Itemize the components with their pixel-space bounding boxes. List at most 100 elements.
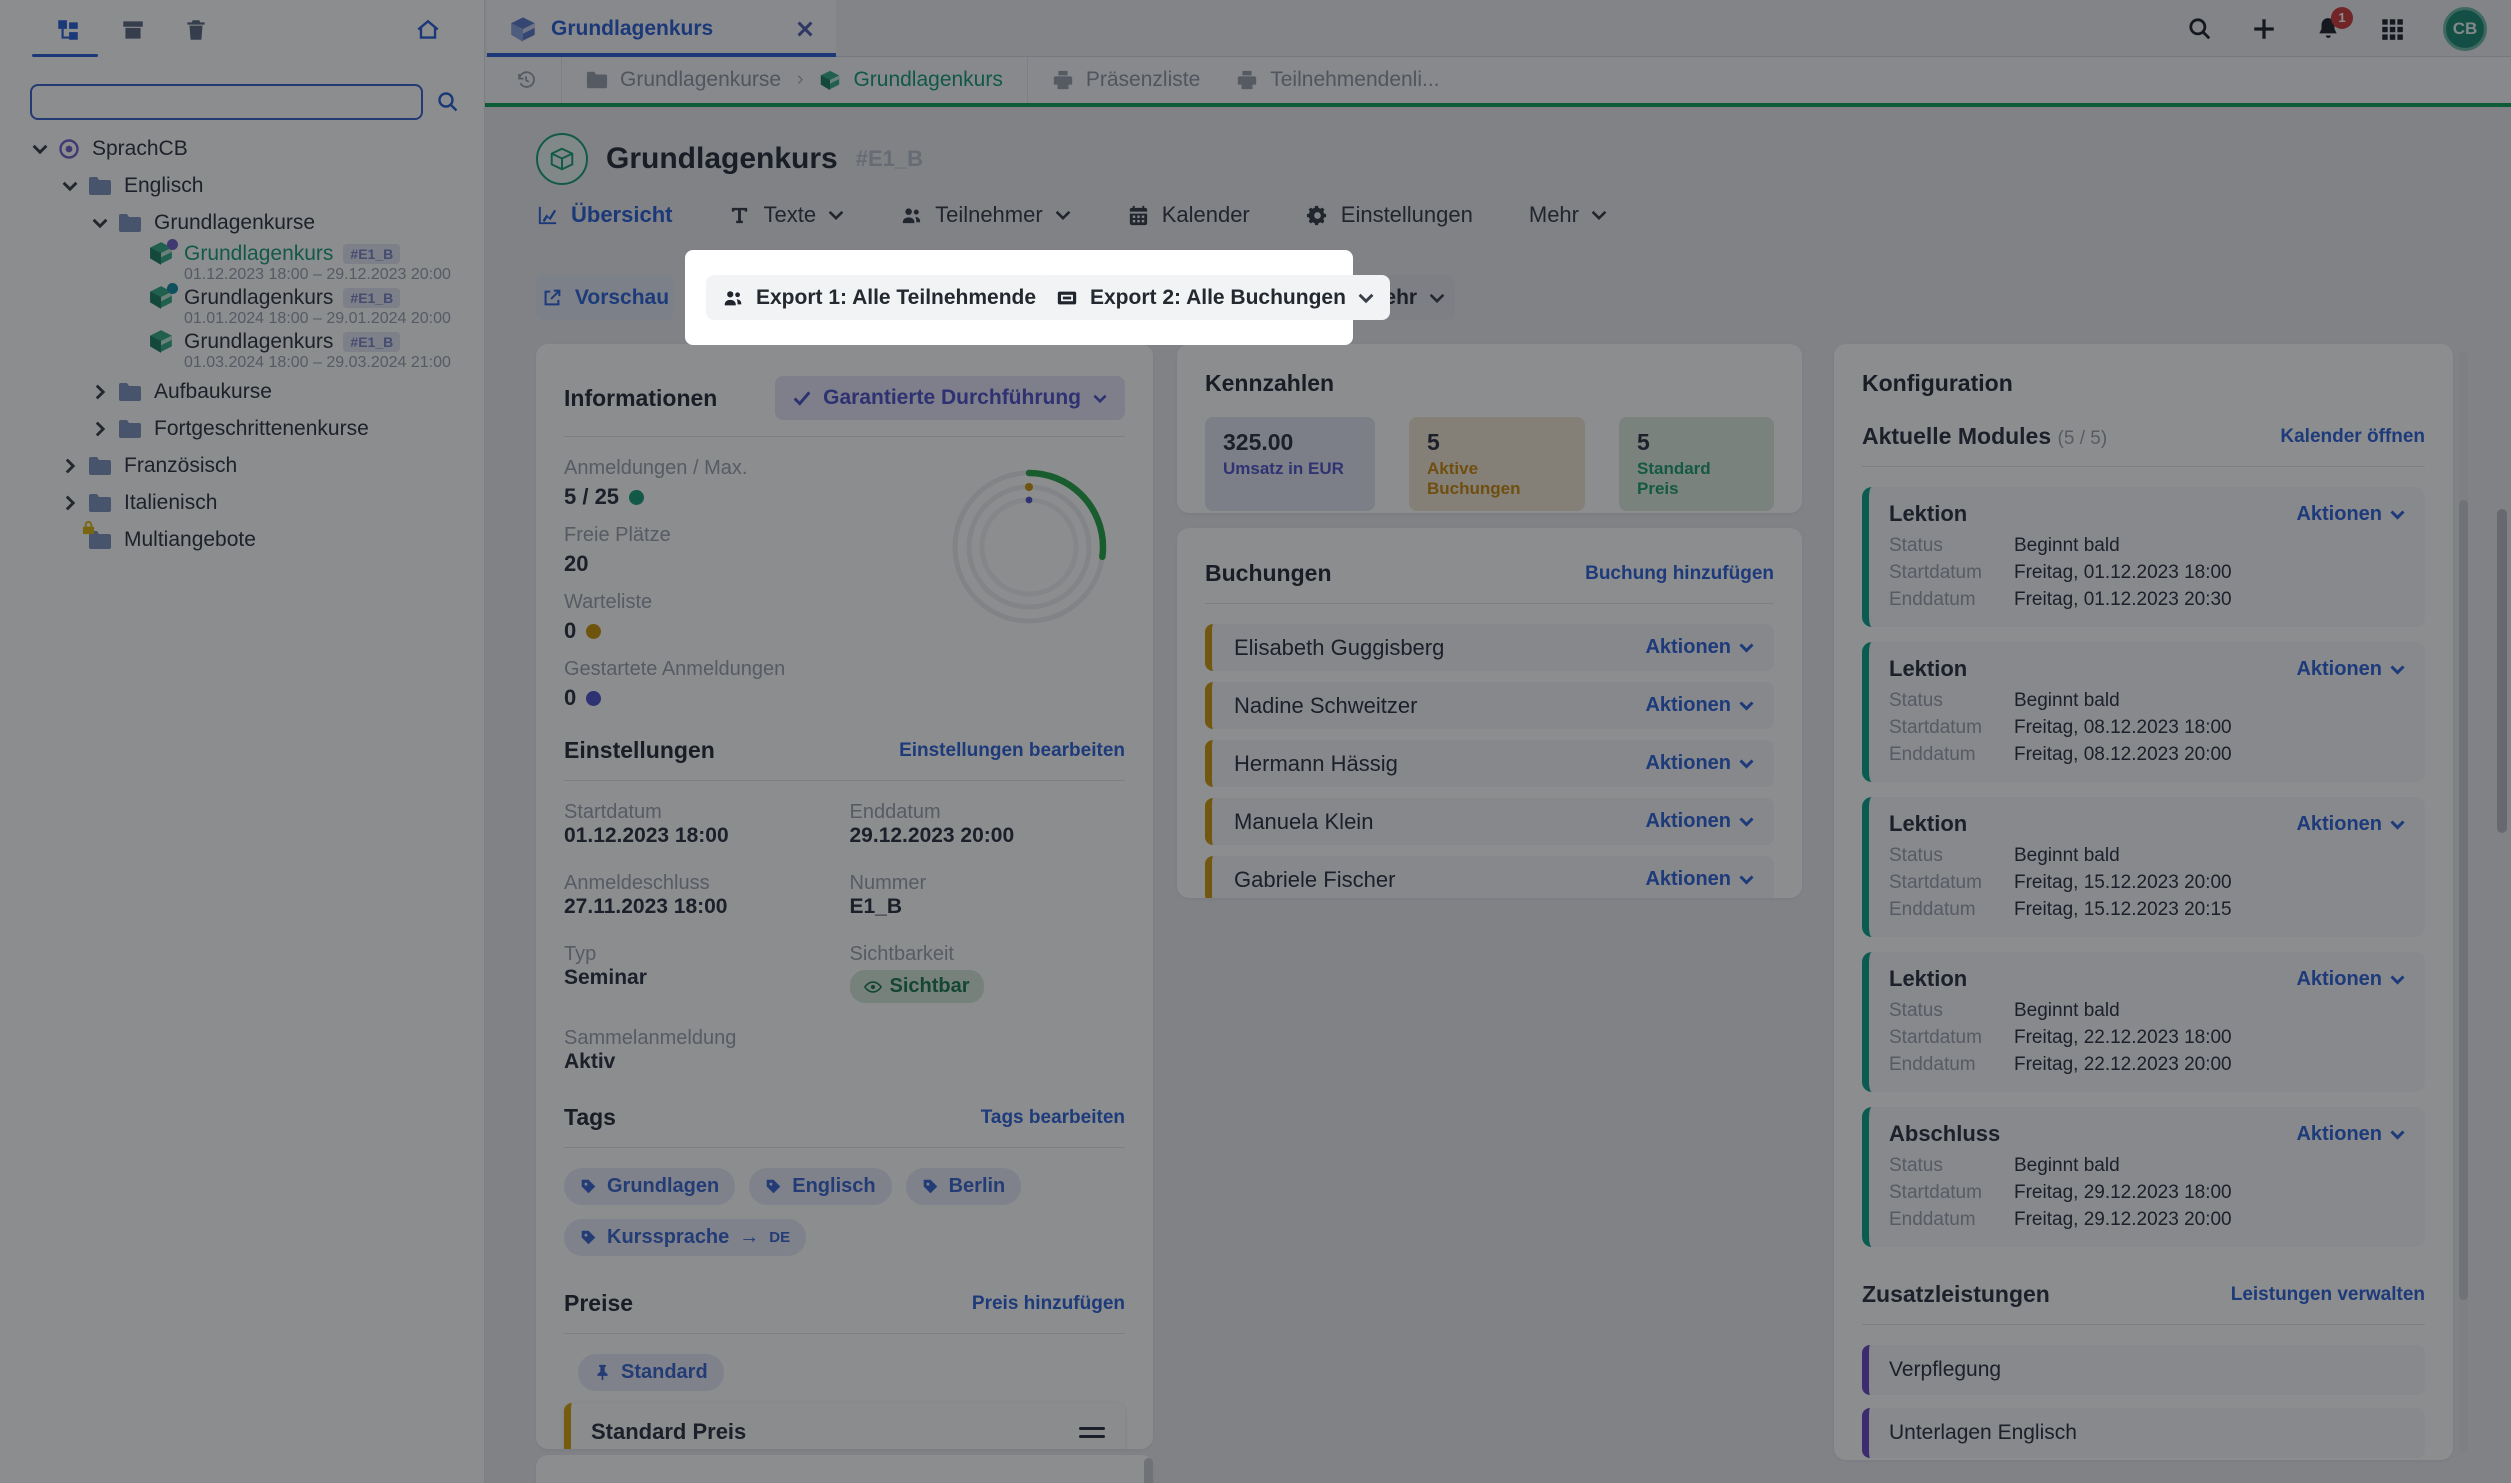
chevron-down-icon[interactable] xyxy=(62,178,78,194)
garantierte-durchfuehrung-button[interactable]: Garantierte Durchführung xyxy=(775,376,1125,420)
tag-chip[interactable]: Englisch xyxy=(749,1168,892,1205)
content-scrollbar-thumb[interactable] xyxy=(1144,1458,1153,1483)
tree-node-englisch[interactable]: Englisch xyxy=(0,167,485,204)
tab-einstellungen[interactable]: Einstellungen xyxy=(1306,202,1473,228)
aktionen-dropdown[interactable]: Aktionen xyxy=(1645,752,1754,775)
aktionen-dropdown[interactable]: Aktionen xyxy=(1645,636,1754,659)
booking-name: Hermann Hässig xyxy=(1234,750,1398,776)
aktionen-dropdown[interactable]: Aktionen xyxy=(2296,503,2405,526)
preis-hinzufuegen-link[interactable]: Preis hinzufügen xyxy=(971,1292,1125,1314)
tab-teilnehmer[interactable]: Teilnehmer xyxy=(900,202,1071,228)
tree-course-item[interactable]: Grundlagenkurs #E1_B 01.12.2023 18:00 – 2… xyxy=(0,239,485,285)
tree-node-italienisch[interactable]: Italienisch xyxy=(0,484,485,521)
search-icon[interactable] xyxy=(2187,16,2213,42)
tree-course-item[interactable]: Grundlagenkurs #E1_B 01.01.2024 18:00 – 2… xyxy=(0,283,485,329)
vorschau-button[interactable]: Vorschau xyxy=(536,275,674,320)
tree-node-multiangebote[interactable]: Multiangebote xyxy=(0,520,485,558)
zusatzleistung-item[interactable]: Unterlagen Englisch xyxy=(1862,1408,2425,1458)
check-icon xyxy=(793,391,811,406)
buchung-hinzufuegen-link[interactable]: Buchung hinzufügen xyxy=(1585,562,1774,584)
booking-row[interactable]: Manuela Klein Aktionen xyxy=(1205,798,1774,845)
chevron-right-icon[interactable] xyxy=(62,458,78,474)
tab-kalender[interactable]: Kalender xyxy=(1127,202,1250,228)
trash-icon[interactable] xyxy=(183,17,209,43)
kennzahlen-card: Kennzahlen 325.00 Umsatz in EUR 5 Aktive… xyxy=(1177,344,1802,513)
tab-texte[interactable]: Texte xyxy=(728,202,844,228)
tab-mehr[interactable]: Mehr xyxy=(1529,202,1607,228)
panel-scrollbar-thumb[interactable] xyxy=(2459,500,2468,1300)
close-icon[interactable] xyxy=(796,20,814,38)
booking-row[interactable]: Nadine Schweitzer Aktionen xyxy=(1205,682,1774,729)
tab-label: Übersicht xyxy=(571,202,673,227)
tab-uebersicht[interactable]: Übersicht xyxy=(536,202,672,228)
tree-node-root[interactable]: SprachCB xyxy=(0,130,485,167)
kalender-oeffnen-link[interactable]: Kalender öffnen xyxy=(2280,425,2425,447)
add-icon[interactable] xyxy=(2251,16,2277,42)
chevron-down-icon[interactable] xyxy=(32,141,48,157)
field-label: Sichtbarkeit xyxy=(849,943,955,965)
cube-icon xyxy=(821,70,840,91)
booking-row[interactable]: Elisabeth Guggisberg Aktionen xyxy=(1205,624,1774,671)
breadcrumb-current[interactable]: Grundlagenkurs xyxy=(819,68,1003,92)
window-scrollbar-thumb[interactable] xyxy=(2497,509,2507,833)
apps-grid-icon[interactable] xyxy=(2379,16,2405,42)
module-start: Freitag, 01.12.2023 18:00 xyxy=(2014,562,2232,583)
aktionen-dropdown[interactable]: Aktionen xyxy=(2296,813,2405,836)
export2-button[interactable]: Export 2: Alle Buchungen xyxy=(1040,275,1390,320)
tree-node-grundlagenkurse[interactable]: Grundlagenkurse xyxy=(0,204,485,241)
tags-bearbeiten-link[interactable]: Tags bearbeiten xyxy=(980,1106,1125,1128)
tree-view-icon[interactable] xyxy=(55,17,81,43)
print-link-label: Teilnehmendenli... xyxy=(1270,68,1440,91)
search-icon[interactable] xyxy=(436,90,460,114)
booking-row[interactable]: Gabriele Fischer Aktionen xyxy=(1205,856,1774,898)
aktionen-dropdown[interactable]: Aktionen xyxy=(2296,658,2405,681)
aktionen-dropdown[interactable]: Aktionen xyxy=(1645,868,1754,891)
tag-chip-kurssprache[interactable]: Kurssprache → DE xyxy=(564,1219,807,1256)
breadcrumb: Grundlagenkurse › Grundlagenkurs Präsenz… xyxy=(485,57,2511,107)
breadcrumb-folder[interactable]: Grundlagenkurse xyxy=(586,68,781,92)
aktionen-dropdown[interactable]: Aktionen xyxy=(2296,1123,2405,1146)
chevron-right-icon[interactable] xyxy=(62,495,78,511)
item-label: Verpflegung xyxy=(1889,1358,2002,1381)
booking-name: Nadine Schweitzer xyxy=(1234,692,1418,718)
chevron-right-icon[interactable] xyxy=(92,384,108,400)
notifications-bell[interactable]: 1 xyxy=(2315,6,2353,42)
card-title: Kennzahlen xyxy=(1205,370,1335,396)
sidebar-toolbar xyxy=(0,0,484,57)
window-tab-grundlagenkurs[interactable]: Grundlagenkurs xyxy=(487,0,836,57)
standard-price-chip[interactable]: Standard xyxy=(578,1354,724,1391)
drag-handle[interactable] xyxy=(1079,1426,1105,1438)
avatar[interactable]: CB xyxy=(2443,6,2487,51)
zusatzleistung-item[interactable]: Verpflegung xyxy=(1862,1345,2425,1395)
archive-icon[interactable] xyxy=(120,17,146,43)
card-title: Konfiguration xyxy=(1862,370,2013,396)
aktionen-dropdown[interactable]: Aktionen xyxy=(2296,968,2405,991)
tree-node-fortgeschrittenenkurse[interactable]: Fortgeschrittenenkurse xyxy=(0,410,485,447)
vorschau-label: Vorschau xyxy=(574,285,670,309)
aktionen-dropdown[interactable]: Aktionen xyxy=(1645,810,1754,833)
export1-button[interactable]: Export 1: Alle Teilnehmende xyxy=(706,275,1081,320)
module-title: Lektion xyxy=(1889,966,1968,991)
leistungen-verwalten-link[interactable]: Leistungen verwalten xyxy=(2230,1283,2425,1305)
booking-row[interactable]: Hermann Hässig Aktionen xyxy=(1205,740,1774,787)
tree-node-aufbaukurse[interactable]: Aufbaukurse xyxy=(0,373,485,410)
chevron-right-icon[interactable] xyxy=(92,421,108,437)
tag-chip[interactable]: Grundlagen xyxy=(564,1168,736,1205)
field-value: 29.12.2023 20:00 xyxy=(849,824,1015,847)
tree-node-franzoesisch[interactable]: Französisch xyxy=(0,447,485,484)
einstellungen-bearbeiten-link[interactable]: Einstellungen bearbeiten xyxy=(899,739,1125,761)
history-icon[interactable] xyxy=(515,69,537,91)
print-link-teilnehmendenliste[interactable]: Teilnehmendenli... xyxy=(1236,68,1440,92)
search-input[interactable] xyxy=(30,84,423,120)
chevron-down-icon[interactable] xyxy=(92,215,108,231)
chevron-down-icon xyxy=(1055,210,1070,221)
module-title: Lektion xyxy=(1889,501,1968,526)
tree-course-item[interactable]: Grundlagenkurs #E1_B 01.03.2024 18:00 – 2… xyxy=(0,329,485,373)
tag-chip[interactable]: Berlin xyxy=(905,1168,1022,1205)
module-field-label: Status xyxy=(1889,1000,1943,1021)
aktionen-dropdown[interactable]: Aktionen xyxy=(1645,694,1754,717)
print-link-praesenzliste[interactable]: Präsenzliste xyxy=(1052,68,1200,92)
booking-card-icon xyxy=(1057,291,1077,304)
booking-name: Manuela Klein xyxy=(1234,808,1374,834)
home-icon[interactable] xyxy=(415,17,441,43)
